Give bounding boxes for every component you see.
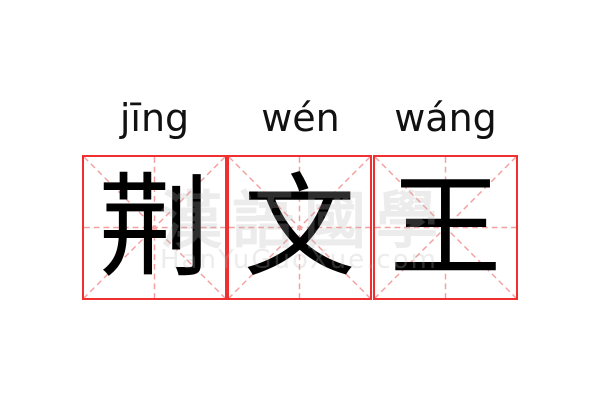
pinyin-1: jīng bbox=[119, 96, 190, 140]
hanzi-3: 王 bbox=[389, 162, 502, 293]
character-grid: 荆 文 王 bbox=[82, 155, 518, 300]
pinyin-2: wén bbox=[261, 96, 340, 140]
guide-lines bbox=[375, 157, 516, 298]
character-cell: 荆 bbox=[82, 155, 227, 300]
pinyin-3: wáng bbox=[394, 96, 497, 140]
guide-lines bbox=[229, 157, 370, 298]
character-cell: 王 bbox=[373, 155, 518, 300]
character-cell: 文 bbox=[227, 155, 372, 300]
hanzi-1: 荆 bbox=[98, 162, 211, 293]
hanzi-2: 文 bbox=[243, 162, 356, 293]
guide-lines bbox=[84, 157, 225, 298]
